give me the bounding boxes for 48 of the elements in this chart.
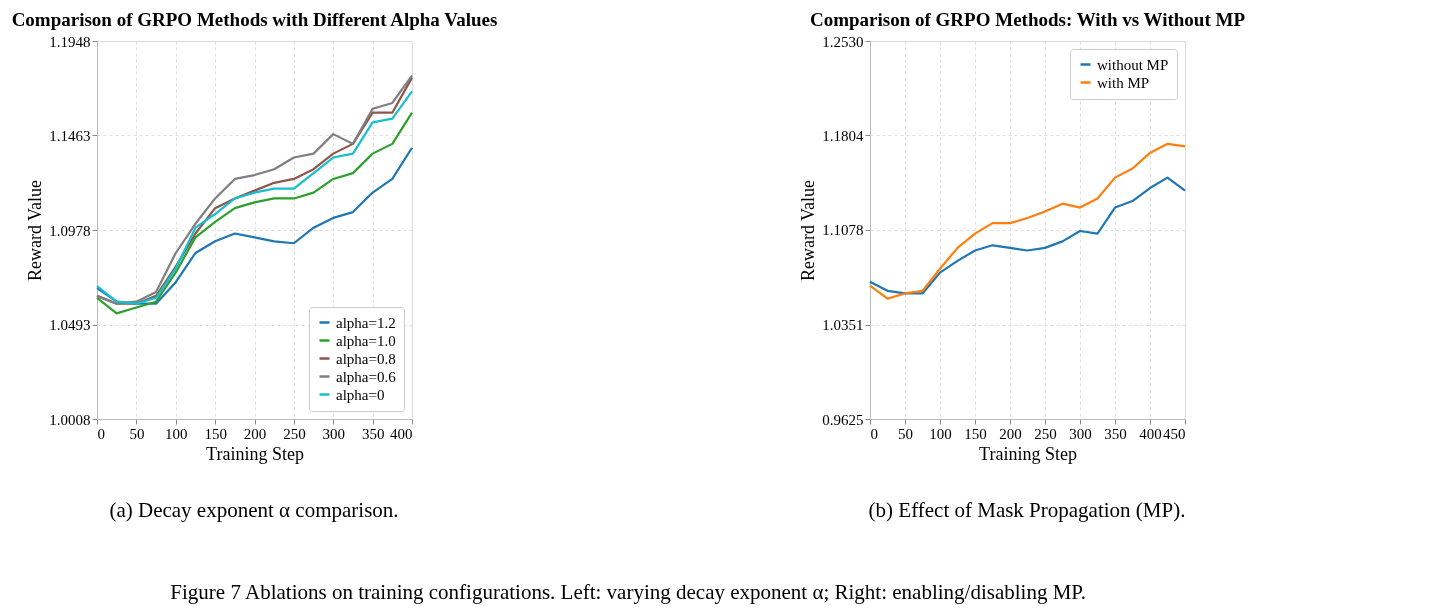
x-tick-label: 50: [129, 425, 145, 442]
line-series: [868, 142, 1187, 300]
x-axis-title: Training Step: [206, 443, 304, 464]
x-axis-title: Training Step: [979, 443, 1077, 464]
chart-title: Comparison of GRPO Methods: With vs Without MP: [809, 9, 1246, 30]
x-tick-label: 0: [870, 425, 878, 442]
x-tick-label: 150: [204, 425, 227, 442]
legend-label: with MP: [1097, 74, 1150, 91]
x-tick-label: 200: [243, 425, 267, 442]
text: (a) Decay exponent α comparison.: [109, 498, 399, 522]
y-axis-title: Reward Value: [25, 179, 46, 282]
y-tick-label: 1.0978: [49, 222, 91, 239]
text: (b) Effect of Mask Propagation (MP).: [868, 498, 1186, 522]
legend-label: alpha=1.0: [336, 332, 396, 349]
y-tick-label: 1.1078: [822, 222, 864, 239]
x-tick-label: 50: [898, 425, 913, 442]
y-tick-label: 1.0008: [49, 411, 91, 428]
x-tick-label: 350: [1104, 425, 1127, 442]
y-tick-label: 1.2530: [822, 33, 864, 50]
y-tick-label: 1.1804: [822, 127, 864, 144]
line-series: [95, 146, 414, 305]
chart-title: Comparison of GRPO Methods with Different Alpha Values: [11, 9, 498, 30]
x-tick-label: 300: [322, 425, 345, 442]
legend-label: alpha=0.8: [336, 350, 396, 367]
x-tick-label: 400: [390, 425, 413, 442]
x-tick-label: 0: [97, 425, 105, 442]
y-axis-title: Reward Value: [798, 179, 819, 282]
x-tick-label: 150: [964, 425, 987, 442]
x-tick-label: 100: [929, 425, 952, 442]
x-tick-label: 450: [1163, 425, 1186, 442]
x-tick-label: 400: [1139, 425, 1162, 442]
legend-label: alpha=0.6: [336, 368, 397, 385]
y-tick-label: 1.1948: [49, 33, 91, 50]
x-tick-label: 250: [1034, 425, 1057, 442]
x-tick-label: 100: [165, 425, 188, 442]
x-tick-label: 200: [999, 425, 1022, 442]
x-tick-label: 250: [283, 425, 306, 442]
x-tick-label: 350: [361, 425, 385, 442]
legend-label: alpha=0: [336, 386, 385, 403]
x-tick-label: 300: [1069, 425, 1092, 442]
legend-label: alpha=1.2: [336, 314, 396, 331]
y-tick-label: 1.0493: [49, 317, 91, 333]
y-tick-label: 1.0351: [822, 317, 864, 334]
line-series: [868, 176, 1187, 295]
y-tick-label: 1.1463: [49, 128, 91, 144]
legend-label: without MP: [1097, 56, 1169, 73]
caption: Figure 7 Ablations on training configurations. Left: varying decay exponent α; Right: enabling/disabling MP.: [170, 579, 1086, 604]
y-tick-label: 0.9625: [822, 411, 864, 428]
